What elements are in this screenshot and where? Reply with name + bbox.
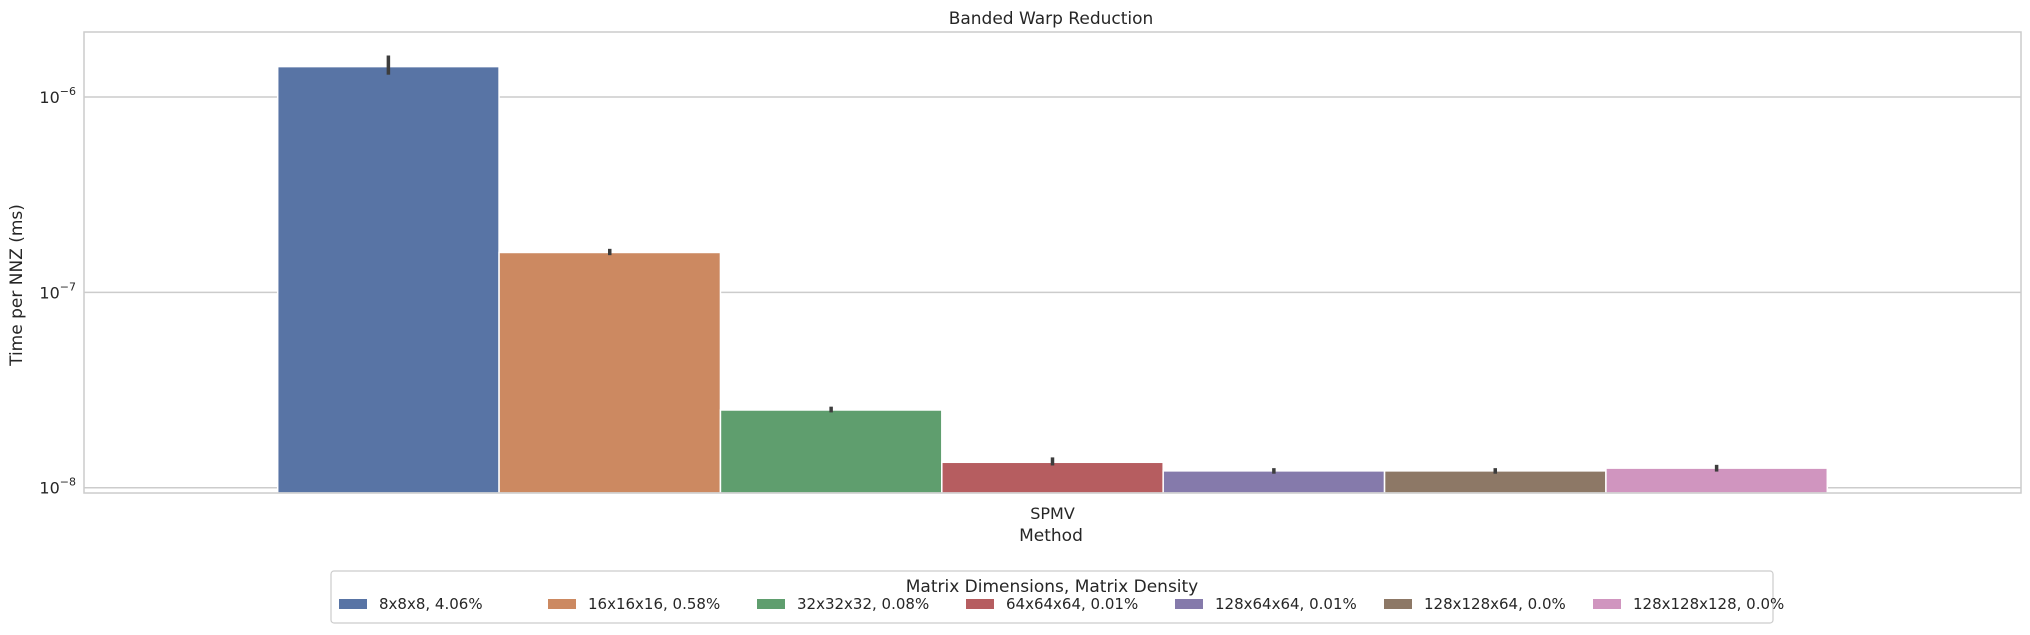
legend-swatch-6: [1384, 599, 1412, 609]
legend-swatch-1: [339, 599, 367, 609]
legend-swatch-4: [966, 599, 994, 609]
y-axis-ticks: 10−8 10−7 10−6: [39, 85, 76, 498]
legend-swatch-3: [757, 599, 785, 609]
bar-1: [276, 65, 500, 494]
y-axis-label: Time per NNZ (ms): [7, 204, 27, 367]
plot-frame: [83, 31, 2022, 494]
bar-7: [1605, 467, 1829, 494]
legend-label-4: 64x64x64, 0.01%: [1006, 595, 1138, 613]
bar-3: [719, 409, 943, 494]
legend-swatch-2: [548, 599, 576, 609]
bars: [276, 65, 1829, 494]
legend-label-2: 16x16x16, 0.58%: [588, 595, 720, 613]
chart-title: Banded Warp Reduction: [949, 9, 1154, 29]
legend-label-6: 128x128x64, 0.0%: [1424, 595, 1566, 613]
bar-6: [1383, 470, 1607, 494]
bar-4: [941, 461, 1164, 494]
legend-label-1: 8x8x8, 4.06%: [379, 595, 483, 613]
plot-area: [83, 31, 2022, 494]
bar-5: [1162, 470, 1386, 494]
bar-2: [498, 251, 722, 494]
x-axis-label: Method: [1019, 526, 1083, 546]
legend-label-7: 128x128x128, 0.0%: [1633, 595, 1784, 613]
y-tick-label: 10−8: [39, 476, 76, 498]
y-tick-label: 10−6: [39, 85, 76, 107]
error-bars: [386, 55, 1719, 474]
y-tick-label: 10−7: [39, 280, 76, 302]
x-tick-label: SPMV: [1030, 504, 1075, 523]
legend-frame: [330, 570, 1774, 624]
legend-items: 8x8x8, 4.06% 16x16x16, 0.58% 32x32x32, 0.0…: [339, 595, 1784, 613]
x-axis-ticks: SPMV: [1030, 504, 1075, 523]
legend-swatch-7: [1593, 599, 1621, 609]
legend-label-5: 128x64x64, 0.01%: [1215, 595, 1357, 613]
legend-label-3: 32x32x32, 0.08%: [797, 595, 929, 613]
legend: Matrix Dimensions, Matrix Density 8x8x8,…: [330, 570, 1784, 624]
legend-title: Matrix Dimensions, Matrix Density: [906, 577, 1199, 597]
legend-swatch-5: [1175, 599, 1203, 609]
